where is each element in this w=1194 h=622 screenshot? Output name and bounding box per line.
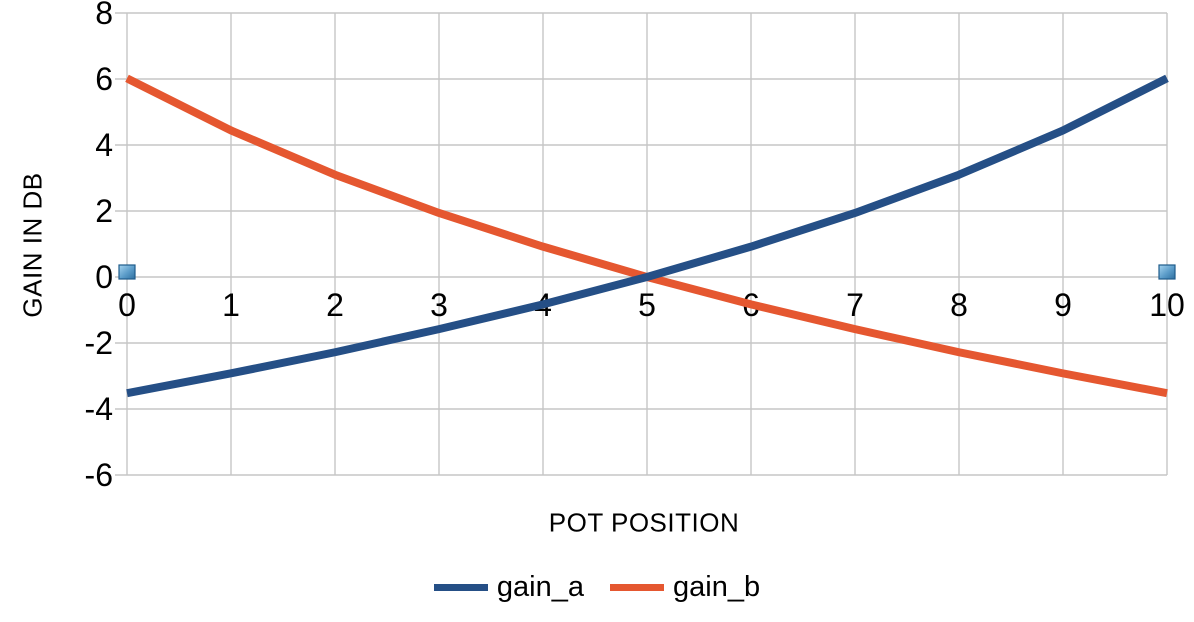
y-tick-label-6: 6 bbox=[95, 61, 113, 97]
x-tick-label-8: 8 bbox=[950, 287, 968, 323]
x-tick-label-10: 10 bbox=[1149, 287, 1185, 323]
x-tick-label-2: 2 bbox=[326, 287, 344, 323]
legend-item-gain-a[interactable]: gain_a bbox=[433, 570, 584, 604]
x-tick-label-3: 3 bbox=[430, 287, 448, 323]
y-tick-label--6: -6 bbox=[85, 457, 113, 493]
legend-item-gain-b[interactable]: gain_b bbox=[610, 571, 760, 604]
selection-handle-0[interactable] bbox=[118, 264, 136, 280]
x-tick-label-0: 0 bbox=[118, 287, 136, 323]
series-line-gain_a[interactable] bbox=[126, 74, 1169, 398]
legend-label-gain-a: gain_a bbox=[496, 570, 584, 603]
y-tick-label-8: 8 bbox=[95, 0, 113, 31]
x-axis-title: POT POSITION bbox=[548, 507, 740, 538]
legend: gain_a gain_b bbox=[0, 570, 1194, 604]
x-tick-label-9: 9 bbox=[1054, 287, 1072, 323]
y-tick-label-2: 2 bbox=[95, 193, 113, 229]
x-tick-label-5: 5 bbox=[638, 287, 656, 323]
legend-label-gain-b: gain_b bbox=[673, 570, 761, 603]
x-tick-label-1: 1 bbox=[222, 287, 240, 323]
y-tick-label-0: 0 bbox=[95, 259, 113, 295]
y-axis-title: GAIN IN DB bbox=[17, 172, 48, 318]
y-tick-label-4: 4 bbox=[95, 127, 113, 163]
legend-swatch-gain-b bbox=[610, 583, 664, 591]
selection-handle-1[interactable] bbox=[1158, 264, 1176, 280]
y-tick-label--4: -4 bbox=[85, 391, 113, 427]
y-tick-label--2: -2 bbox=[85, 325, 113, 361]
legend-swatch-gain-a bbox=[433, 583, 488, 591]
x-tick-label-7: 7 bbox=[846, 287, 864, 323]
